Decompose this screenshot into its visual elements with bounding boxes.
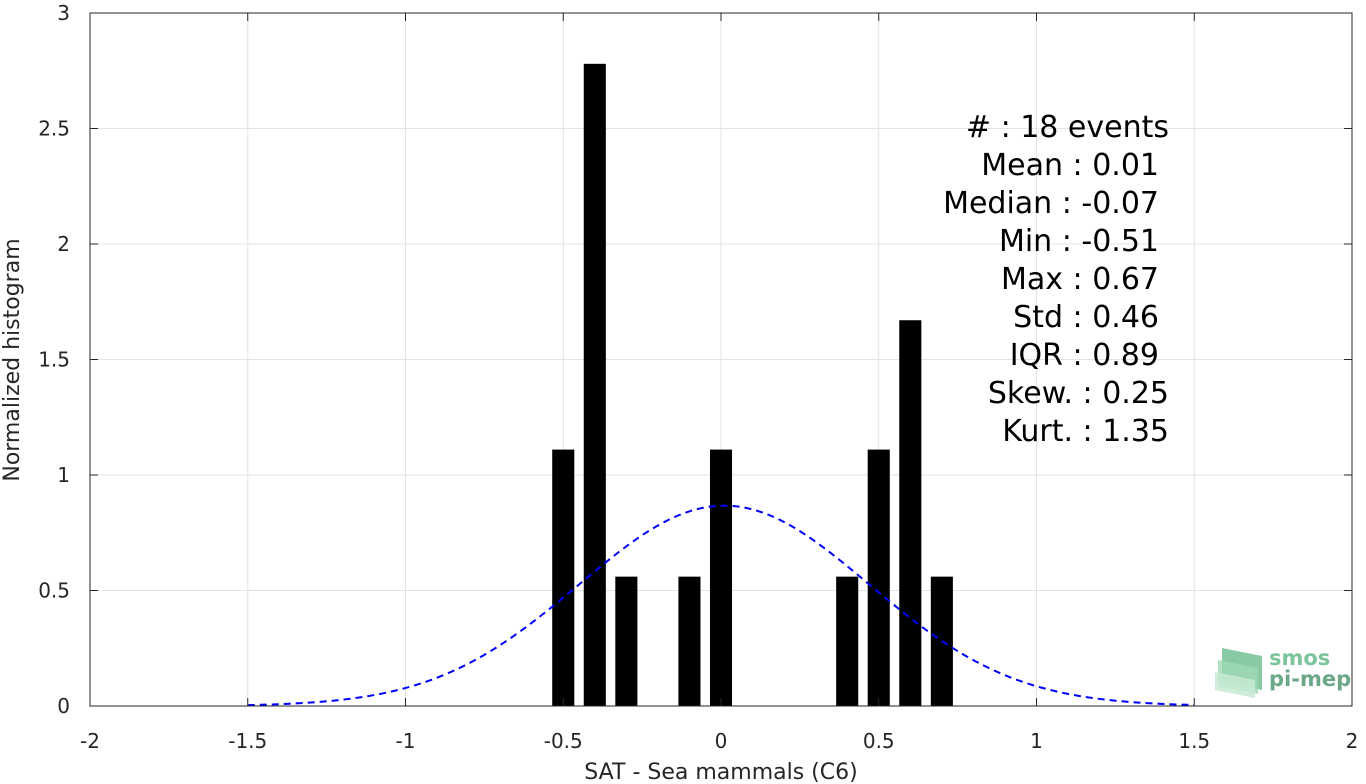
y-tick-labels: 0 0.5 1 1.5 2 2.5 3 bbox=[38, 1, 70, 718]
x-axis-label: SAT - Sea mammals (C6) bbox=[584, 760, 857, 784]
x-tick-label-8: 2 bbox=[1346, 729, 1359, 753]
x-tick-label-5: 0.5 bbox=[863, 729, 895, 753]
x-tick-label-2: -1 bbox=[396, 729, 416, 753]
histogram-bars bbox=[552, 63, 953, 706]
stat-skew: Skew. : 0.25 bbox=[988, 376, 1169, 411]
stat-count: # : 18 events bbox=[966, 110, 1169, 145]
histogram-bar-0 bbox=[552, 449, 575, 706]
logo-text-pimep: pi-mep bbox=[1269, 667, 1351, 691]
x-tick-label-3: -0.5 bbox=[544, 729, 583, 753]
y-tick-label-6: 3 bbox=[57, 1, 70, 25]
stat-median: Median : -0.07 bbox=[943, 186, 1159, 221]
x-tick-label-4: 0 bbox=[715, 729, 728, 753]
histogram-bar-3 bbox=[678, 576, 701, 706]
smos-pi-mep-logo: smos pi-mep bbox=[1215, 646, 1351, 698]
y-axis-label: Normalized histogram bbox=[0, 238, 25, 481]
stat-kurt: Kurt. : 1.35 bbox=[1002, 414, 1169, 449]
axes bbox=[89, 12, 1353, 707]
histogram-bar-5 bbox=[836, 576, 859, 706]
histogram-bar-4 bbox=[709, 449, 733, 706]
y-tick-label-0: 0 bbox=[57, 694, 70, 718]
logo-mark-icon bbox=[1215, 648, 1262, 698]
y-tick-label-2: 1 bbox=[57, 463, 70, 487]
stat-max: Max : 0.67 bbox=[1001, 262, 1159, 297]
histogram-bar-2 bbox=[615, 576, 638, 706]
x-tick-labels: -2 -1.5 -1 -0.5 0 0.5 1 1.5 2 bbox=[80, 729, 1358, 753]
histogram-bar-1 bbox=[583, 63, 606, 706]
x-tick-label-0: -2 bbox=[80, 729, 100, 753]
stat-min: Min : -0.51 bbox=[999, 224, 1159, 259]
y-tick-label-3: 1.5 bbox=[38, 348, 70, 372]
histogram-bar-7 bbox=[899, 320, 922, 706]
x-tick-label-6: 1 bbox=[1030, 729, 1043, 753]
y-tick-label-4: 2 bbox=[57, 232, 70, 256]
logo-text-smos: smos bbox=[1269, 646, 1330, 670]
x-tick-label-1: -1.5 bbox=[228, 729, 267, 753]
histogram-bar-6 bbox=[867, 449, 890, 706]
x-tick-label-7: 1.5 bbox=[1178, 729, 1210, 753]
y-tick-label-1: 0.5 bbox=[38, 579, 70, 603]
stat-mean: Mean : 0.01 bbox=[981, 148, 1159, 183]
statistics-box: # : 18 events Mean : 0.01 Median : -0.07… bbox=[943, 110, 1169, 449]
stat-iqr: IQR : 0.89 bbox=[1010, 338, 1159, 373]
y-tick-label-5: 2.5 bbox=[38, 117, 70, 141]
normal-fit-curve bbox=[247, 504, 1195, 707]
stat-std: Std : 0.46 bbox=[1013, 300, 1159, 335]
